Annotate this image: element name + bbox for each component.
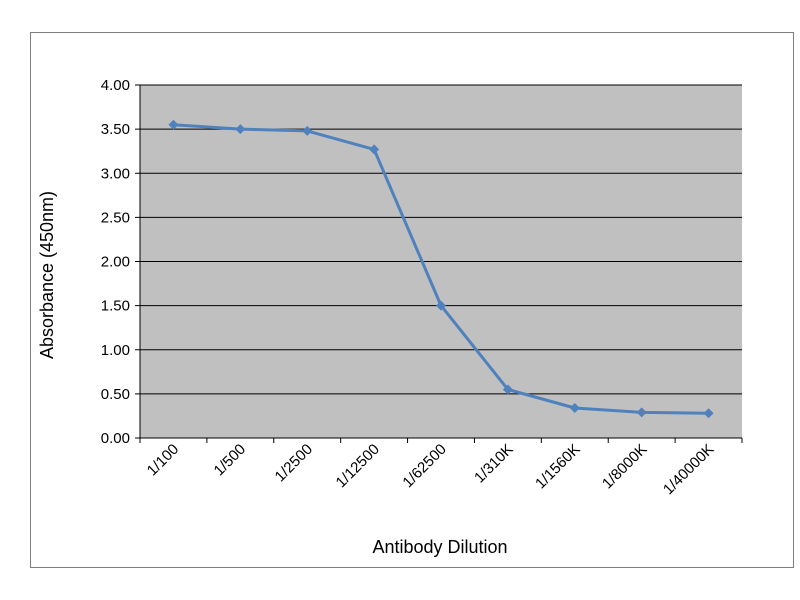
data-point-marker xyxy=(703,408,714,419)
data-point-marker xyxy=(302,125,313,136)
x-tick-label: 1/100 xyxy=(144,441,183,480)
axes xyxy=(139,85,743,443)
data-point-marker xyxy=(168,119,179,130)
y-tick-label: 1.50 xyxy=(101,298,130,315)
data-point-marker xyxy=(369,144,380,155)
y-tick-label: 3.50 xyxy=(101,121,130,138)
x-tick-label: 1/62500 xyxy=(399,441,449,491)
y-tick-label: 1.00 xyxy=(101,342,130,359)
data-point-marker xyxy=(235,124,246,135)
y-axis-title: Absorbance (450nm) xyxy=(37,191,57,359)
x-tick-label: 1/2500 xyxy=(272,441,316,485)
x-tick-label: 1/500 xyxy=(211,441,250,480)
y-tick-label: 2.50 xyxy=(101,209,130,226)
y-tick-label: 3.00 xyxy=(101,165,130,182)
x-tick-labels: 1/100 1/500 1/2500 1/12500 1/62500 1/310K 1/15… xyxy=(144,441,718,498)
x-tick-label: 1/8000K xyxy=(599,441,651,493)
x-axis-title: Antibody Dilution xyxy=(372,537,507,557)
x-tick-label: 1/12500 xyxy=(333,441,383,491)
y-tick-labels: 0.00 0.50 1.00 1.50 2.00 2.50 3.00 3.50 4.00 xyxy=(101,77,130,447)
data-point-marker xyxy=(436,300,446,311)
y-tick-label: 4.00 xyxy=(101,77,130,94)
x-tick-label: 1/310K xyxy=(471,441,517,487)
x-tick-label: 1/40000K xyxy=(660,441,717,498)
y-tick-label: 0.00 xyxy=(101,430,130,447)
series-markers xyxy=(168,119,714,419)
y-tick-label: 0.50 xyxy=(101,386,130,403)
data-point-marker xyxy=(569,402,580,413)
data-point-marker xyxy=(502,384,513,395)
x-tick-label: 1/1560K xyxy=(532,441,584,493)
y-tick-label: 2.00 xyxy=(101,254,130,271)
data-point-marker xyxy=(636,407,647,418)
